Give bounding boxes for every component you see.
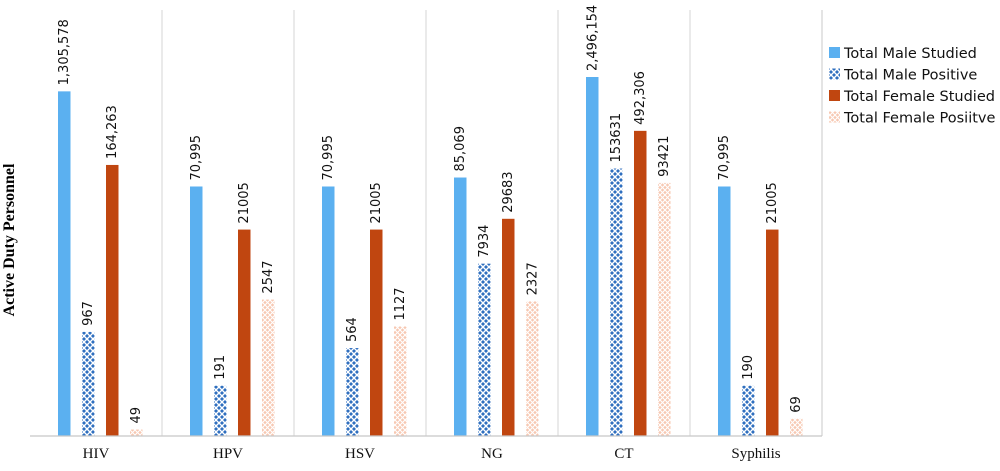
data-label: 93421 bbox=[657, 136, 672, 177]
data-label: 29683 bbox=[501, 171, 516, 212]
legend-label: Total Female Posiitve bbox=[843, 111, 995, 127]
category-separators bbox=[161, 10, 691, 436]
bar-female-studied bbox=[766, 229, 779, 436]
bar-male-positive bbox=[478, 263, 491, 436]
data-label: 69 bbox=[789, 396, 804, 413]
data-labels-layer: 1,305,578 967 164,263 49 70,995 191 21005 2547 7… bbox=[57, 5, 804, 424]
bar-female-positive bbox=[526, 301, 539, 436]
bar-male-studied bbox=[58, 91, 71, 437]
bar-female-studied bbox=[634, 130, 647, 436]
data-label: 2327 bbox=[525, 262, 540, 295]
data-label: 70,995 bbox=[189, 135, 204, 181]
legend-swatch bbox=[829, 90, 840, 101]
bar-male-studied bbox=[718, 186, 731, 436]
data-label: 153631 bbox=[609, 113, 624, 163]
bar-male-positive bbox=[610, 168, 623, 437]
legend-label: Total Female Studied bbox=[843, 89, 995, 105]
data-label: 21005 bbox=[765, 182, 780, 223]
data-label: 49 bbox=[129, 407, 144, 424]
x-tick-label: CT bbox=[614, 446, 633, 462]
data-label: 7934 bbox=[477, 225, 492, 258]
bars-layer bbox=[58, 77, 803, 437]
legend-swatch bbox=[829, 47, 840, 58]
y-axis-title: Active Duty Personnel bbox=[1, 163, 18, 316]
x-tick-label: Syphilis bbox=[731, 446, 780, 462]
legend-swatch bbox=[829, 68, 840, 80]
legend-swatch bbox=[829, 111, 840, 123]
bar-female-studied bbox=[238, 229, 251, 436]
data-label: 70,995 bbox=[717, 135, 732, 181]
data-label: 70,995 bbox=[321, 135, 336, 181]
bar-female-studied bbox=[106, 164, 119, 436]
data-label: 967 bbox=[81, 301, 96, 326]
data-label: 564 bbox=[345, 317, 360, 342]
data-label: 1127 bbox=[393, 287, 408, 320]
bar-male-studied bbox=[322, 186, 335, 436]
bar-male-studied bbox=[190, 186, 203, 436]
bar-female-positive bbox=[262, 299, 275, 436]
data-label: 2547 bbox=[261, 260, 276, 293]
legend: Total Male Studied Total Male Positive Tot… bbox=[829, 46, 995, 127]
data-label: 85,069 bbox=[453, 126, 468, 172]
data-label: 190 bbox=[741, 355, 756, 380]
bar-female-studied bbox=[370, 229, 383, 436]
bar-male-positive bbox=[346, 348, 359, 436]
bar-female-positive bbox=[658, 182, 671, 436]
data-label: 2,496,154 bbox=[585, 5, 600, 71]
legend-label: Total Male Studied bbox=[843, 46, 977, 62]
bar-male-studied bbox=[586, 77, 599, 436]
data-label: 492,306 bbox=[633, 71, 648, 125]
data-label: 21005 bbox=[237, 182, 252, 223]
bar-female-positive bbox=[130, 429, 143, 436]
x-tick-label: HIV bbox=[83, 446, 110, 462]
bar-female-positive bbox=[790, 418, 803, 436]
data-label: 1,305,578 bbox=[57, 19, 72, 85]
data-label: 21005 bbox=[369, 182, 384, 223]
x-tick-label: HSV bbox=[345, 446, 375, 462]
data-label: 164,263 bbox=[105, 105, 120, 159]
bar-male-positive bbox=[82, 331, 95, 436]
bar-male-studied bbox=[454, 177, 467, 436]
x-axis-ticks: HIV HPV HSV NG CT Syphilis bbox=[83, 446, 781, 462]
x-tick-label: HPV bbox=[213, 446, 243, 462]
x-tick-label: NG bbox=[481, 446, 503, 462]
bar-female-studied bbox=[502, 218, 515, 436]
bar-female-positive bbox=[394, 326, 407, 436]
data-label: 191 bbox=[213, 355, 228, 380]
bar-male-positive bbox=[742, 385, 755, 436]
legend-label: Total Male Positive bbox=[843, 68, 977, 84]
bar-male-positive bbox=[214, 385, 227, 436]
